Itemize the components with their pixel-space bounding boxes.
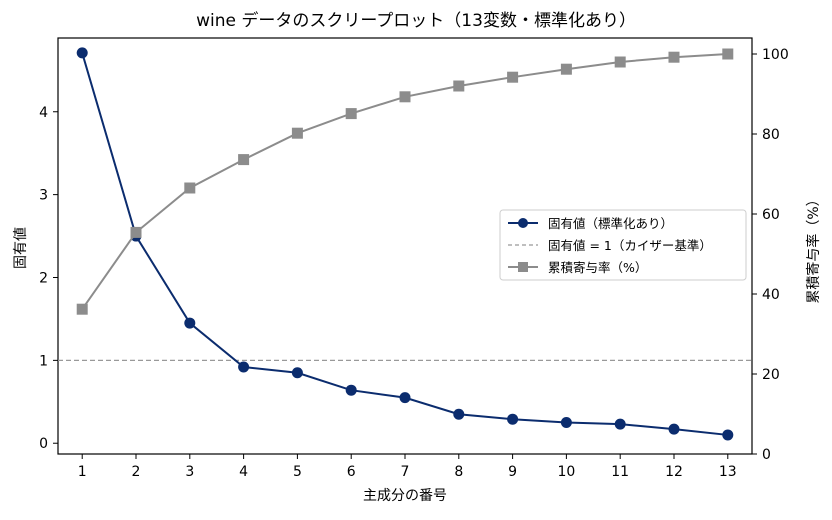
y-right-tick-label: 20 [762,367,780,383]
eigenvalue-point [345,384,357,396]
cumulative-point [668,51,680,63]
x-tick-label: 11 [611,464,629,480]
legend-label: 固有値 = 1（カイザー基準） [548,238,712,253]
eigenvalue-point [291,367,303,379]
y-right-tick-label: 60 [762,207,780,223]
legend-label: 固有値（標準化あり） [548,216,673,231]
cumulative-point [291,127,303,139]
x-tick-label: 13 [719,464,737,480]
x-tick-label: 8 [454,464,463,480]
x-tick-label: 5 [293,464,302,480]
y-left-tick-label: 4 [39,105,48,121]
y-left-tick-label: 2 [39,270,48,286]
x-tick-label: 9 [508,464,517,480]
y-right-tick-label: 80 [762,127,780,143]
legend-label: 累積寄与率（%） [548,260,647,275]
eigenvalue-point [453,408,465,420]
y-left-tick-label: 3 [39,188,48,204]
cumulative-point [722,48,734,60]
y-right-axis-label: 累積寄与率（%） [805,192,822,303]
eigenvalue-point [614,418,626,430]
x-tick-label: 6 [347,464,356,480]
x-tick-label: 3 [185,464,194,480]
cumulative-point [560,63,572,75]
y-left-tick-label: 1 [39,353,48,369]
cumulative-point [399,91,411,103]
cumulative-point [184,182,196,194]
eigenvalue-point [184,317,196,329]
cumulative-point [507,71,519,83]
cumulative-point [76,303,88,315]
cumulative-point [345,108,357,120]
y-right-tick-label: 100 [762,47,789,63]
eigenvalue-point [560,417,572,429]
y-right-tick-label: 0 [762,447,771,463]
plot-layer: wine データのスクリープロット（13変数・標準化あり）1 2 3 4 5 6 7 8 9 10… [13,10,822,504]
cumulative-point [453,80,465,92]
x-axis-label: 主成分の番号 [363,488,447,504]
chart-title: wine データのスクリープロット（13変数・標準化あり） [196,10,636,31]
x-tick-label: 7 [401,464,410,480]
x-tick-label: 2 [132,464,141,480]
eigenvalue-point [668,423,680,435]
cumulative-point [614,56,626,68]
eigenvalue-point [76,47,88,59]
x-tick-label: 10 [557,464,575,480]
legend-box [499,209,747,281]
x-tick-label: 12 [665,464,683,480]
x-tick-label: 1 [78,464,87,480]
eigenvalue-point [722,429,734,441]
eigenvalue-point [399,392,411,404]
legend-swatch-square [518,262,528,272]
y-left-axis-label: 固有値 [13,227,29,269]
cumulative-point [130,226,142,238]
y-left-tick-label: 0 [39,436,48,452]
eigenvalue-point [507,413,519,425]
x-tick-label: 4 [239,464,248,480]
y-right-tick-label: 40 [762,287,780,303]
legend-swatch-circle [518,218,528,228]
eigenvalue-point [238,361,250,373]
cumulative-point [238,154,250,166]
